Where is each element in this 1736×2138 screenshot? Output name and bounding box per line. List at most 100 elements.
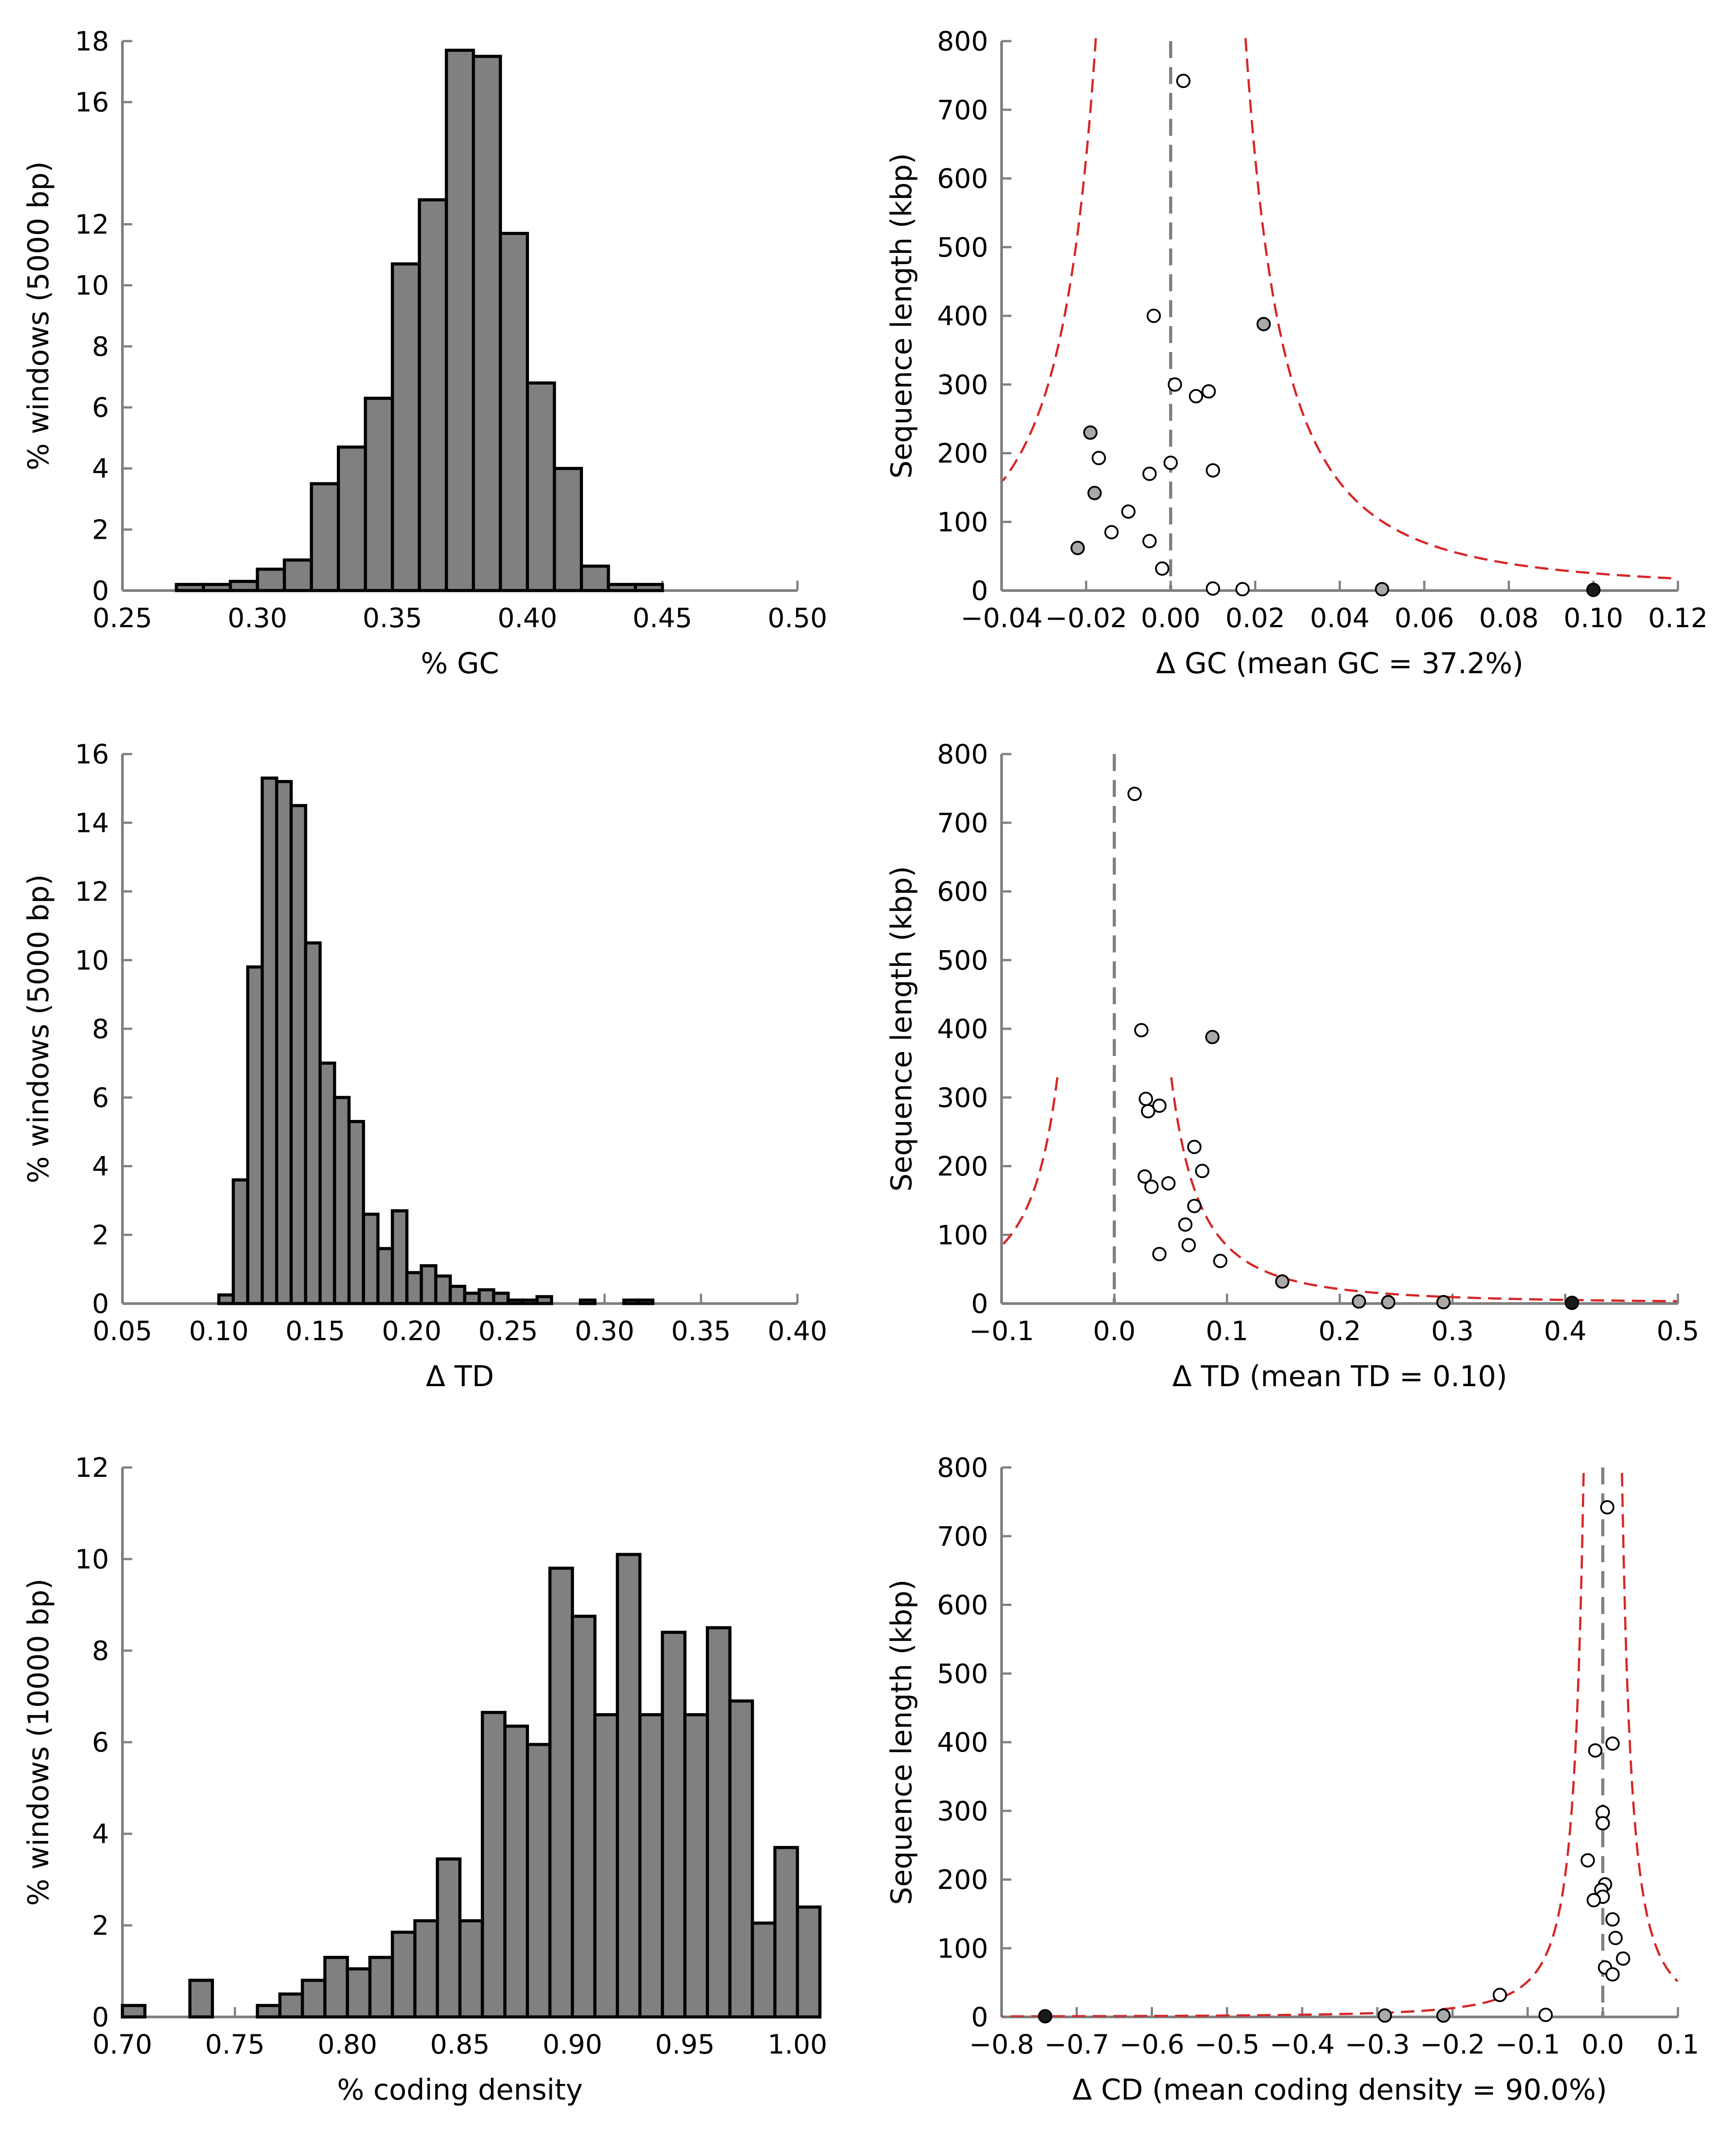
y-tick-label: 400: [937, 1727, 988, 1758]
histogram-bar: [535, 1295, 554, 1305]
x-tick-label: −0.3: [1345, 2029, 1410, 2060]
x-tick-label: −0.8: [969, 2029, 1034, 2060]
histogram-bar: [256, 2004, 282, 2019]
histogram-bar: [278, 1992, 304, 2019]
histogram-bar: [229, 580, 259, 592]
y-tick-label: 12: [75, 876, 109, 908]
histogram-bar: [503, 1724, 529, 2019]
histogram-bar: [506, 1298, 524, 1305]
scatter-point: [1275, 1274, 1290, 1289]
histogram-bar: [637, 1298, 654, 1305]
scatter-point: [1155, 561, 1170, 576]
y-tick-label: 18: [75, 26, 109, 57]
x-tick-label: 0.25: [478, 1316, 538, 1347]
y-axis-label: % windows (5000 bp): [22, 161, 55, 470]
x-axis-label: % coding density: [337, 2074, 583, 2107]
envelope-curve-left: [1002, 1077, 1059, 1247]
histogram-bar: [319, 1061, 336, 1305]
histogram-bar: [201, 583, 232, 592]
x-tick-label: 0.15: [285, 1316, 345, 1347]
x-tick-label: 0.1: [1656, 2029, 1699, 2060]
chart-panel-3: 0.05 0.10 0.15 0.20 0.25 0.30 0.35 0.40 0 2 4 6 8 10 1…: [22, 739, 827, 1393]
x-tick-label: 0.0: [1093, 1316, 1136, 1347]
scatter-point: [1141, 1104, 1156, 1119]
envelope-curve-right: [1621, 1473, 1678, 1983]
y-axis-label: % windows (10000 bp): [22, 1579, 55, 1906]
y-tick-label: 6: [92, 1082, 109, 1114]
scatter-point: [1189, 389, 1203, 403]
histogram-bar: [607, 583, 637, 592]
scatter-point: [1381, 1295, 1396, 1309]
scatter-point: [1256, 317, 1271, 331]
envelope-curve-left: [1002, 38, 1097, 482]
histogram-bar: [346, 1967, 372, 2019]
y-tick-label: 8: [92, 1635, 109, 1667]
y-tick-label: 16: [75, 87, 109, 118]
x-tick-label: 0.5: [1656, 1316, 1699, 1347]
scatter-point: [1600, 1500, 1614, 1515]
x-tick-label: −0.4: [1270, 2029, 1335, 2060]
y-tick-label: 700: [937, 808, 988, 839]
y-tick-label: 8: [92, 331, 109, 362]
histogram-bar: [368, 1956, 394, 2019]
scatter-point: [1586, 1893, 1601, 1907]
x-tick-label: 0.70: [92, 2029, 152, 2060]
histogram-bar: [304, 941, 322, 1305]
histogram-bar: [463, 1291, 481, 1305]
histogram-bar: [260, 776, 278, 1305]
y-tick-label: 0: [971, 2002, 988, 2033]
y-tick-label: 600: [937, 876, 988, 908]
scatter-point: [1187, 1140, 1202, 1154]
histogram-bar: [521, 1298, 539, 1305]
histogram-bar: [310, 482, 340, 592]
x-tick-label: 0.3: [1431, 1316, 1474, 1347]
x-tick-label: 0.30: [574, 1316, 634, 1347]
histogram-bar: [593, 1713, 619, 2019]
scatter-points: [1038, 1500, 1631, 2024]
histogram-bar: [661, 1631, 687, 2019]
x-tick-label: 0.10: [1564, 603, 1623, 634]
x-tick-label: −0.6: [1120, 2029, 1185, 2060]
x-tick-label: 0.35: [363, 603, 423, 634]
histogram-bar: [728, 1699, 754, 2019]
histogram-bar: [275, 780, 293, 1305]
x-tick-label: 0.50: [767, 603, 827, 634]
scatter-point: [1235, 582, 1250, 596]
histogram-bar: [434, 1274, 452, 1305]
histogram-bar: [751, 1921, 777, 2019]
histogram-bar: [333, 1096, 351, 1305]
scatter-point: [1144, 1179, 1159, 1194]
y-tick-label: 0: [92, 1288, 109, 1320]
x-axis-label: % GC: [421, 647, 499, 680]
y-axis-label: Sequence length (kbp): [885, 866, 918, 1192]
y-tick-label: 12: [75, 1452, 109, 1484]
x-tick-label: 0.02: [1225, 603, 1285, 634]
histogram-bar: [449, 1285, 466, 1305]
y-tick-label: 14: [75, 808, 109, 839]
histogram-bar: [188, 1979, 214, 2019]
x-tick-label: −0.7: [1044, 2029, 1109, 2060]
histogram-bar: [256, 567, 286, 592]
y-tick-label: 0: [92, 2002, 109, 2033]
x-tick-label: 0.90: [543, 2029, 603, 2060]
histogram-bar: [231, 1178, 250, 1305]
y-tick-label: 200: [937, 1151, 988, 1182]
x-tick-label: 0.06: [1394, 603, 1454, 634]
scatter-point: [1195, 1164, 1210, 1178]
x-tick-label: 0.2: [1318, 1316, 1361, 1347]
x-tick-label: 1.00: [767, 2029, 827, 2060]
histogram-bar: [436, 1857, 462, 2019]
histogram-bar: [579, 1298, 597, 1305]
y-tick-label: 300: [937, 1796, 988, 1827]
y-tick-label: 2: [92, 1220, 109, 1251]
histogram-bar: [548, 1567, 574, 2019]
y-tick-label: 2: [92, 514, 109, 545]
scatter-point: [1608, 1931, 1623, 1945]
scatter-point: [1351, 1294, 1366, 1309]
y-tick-label: 10: [75, 270, 109, 302]
y-axis-label: % windows (5000 bp): [22, 874, 55, 1183]
y-tick-label: 200: [937, 1865, 988, 1896]
histogram-bar: [481, 1710, 507, 2019]
x-tick-label: −0.5: [1195, 2029, 1260, 2060]
x-tick-label: 0.12: [1648, 603, 1708, 634]
